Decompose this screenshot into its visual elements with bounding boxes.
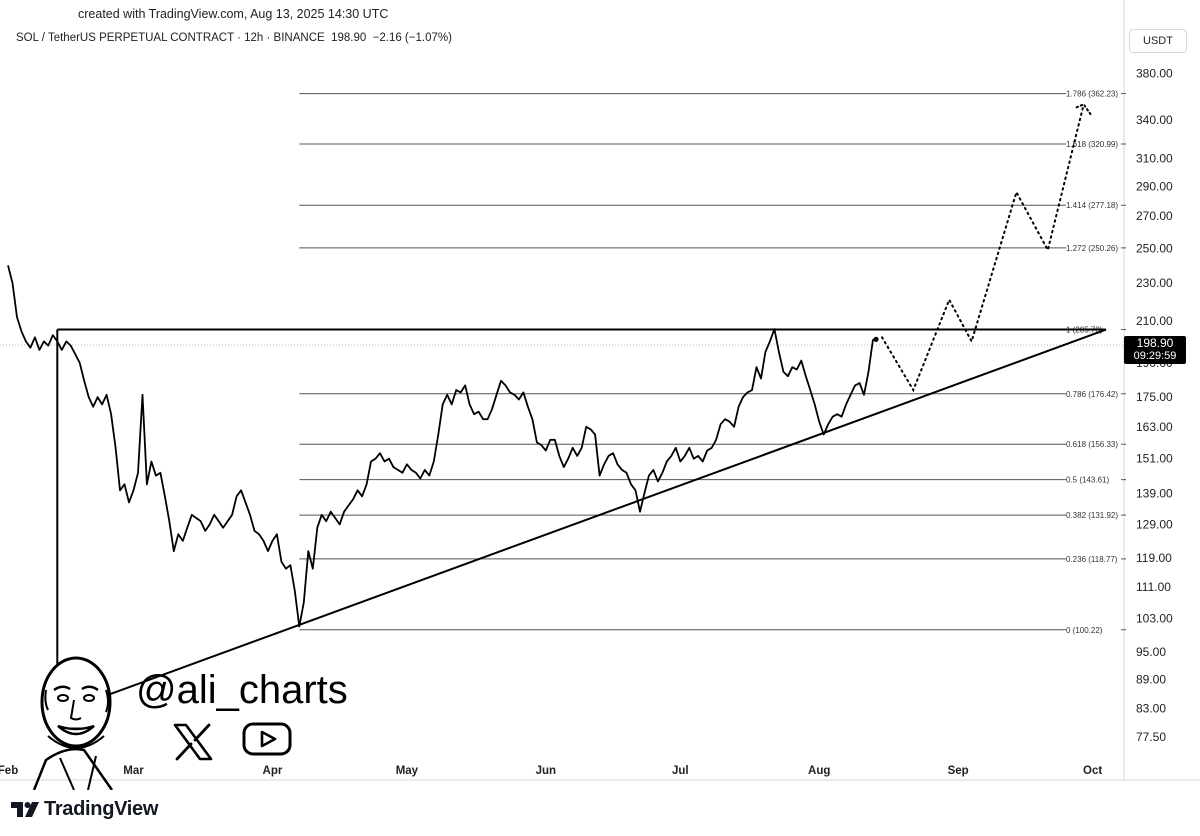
y-tick-label-7: 210.00 — [1136, 314, 1173, 328]
y-tick-label-19: 83.00 — [1136, 701, 1166, 715]
currency-button[interactable]: USDT — [1129, 29, 1187, 53]
last-price-value: 198.90 — [1136, 336, 1174, 350]
fib-level-label-3: 0.5 (143.61) — [1066, 476, 1109, 485]
fib-level-label-0: 0 (100.22) — [1066, 626, 1103, 635]
y-tick-label-4: 270.00 — [1136, 209, 1173, 223]
x-tick-label-0: Feb — [0, 765, 18, 777]
bar-countdown: 09:29:59 — [1133, 350, 1177, 362]
youtube-play-icon — [242, 722, 292, 756]
symbol-title-bar: SOL / TetherUS PERPETUAL CONTRACT · 12h … — [16, 32, 452, 44]
fib-level-label-1: 0.236 (118.77) — [1066, 555, 1118, 564]
y-tick-label-18: 89.00 — [1136, 672, 1166, 686]
y-tick-label-3: 290.00 — [1136, 179, 1173, 193]
last-price-dot — [873, 336, 879, 342]
x-tick-label-3: May — [396, 765, 419, 777]
x-tick-label-6: Aug — [808, 765, 830, 777]
last-price-label: 198.90 09:29:59 — [1124, 336, 1186, 364]
y-tick-label-0: 380.00 — [1136, 67, 1173, 81]
price-series-line — [7, 265, 874, 628]
y-tick-label-9: 175.00 — [1136, 390, 1173, 404]
brand-name: TradingView — [44, 797, 159, 820]
last-price: 198.90 — [331, 32, 367, 44]
ascending-trendline — [56, 328, 1107, 715]
y-tick-label-1: 340.00 — [1136, 113, 1173, 127]
fib-level-label-8: 1.414 (277.18) — [1066, 201, 1118, 210]
y-tick-label-5: 250.00 — [1136, 241, 1173, 255]
y-tick-label-20: 77.50 — [1136, 730, 1166, 744]
price-change: −2.16 (−1.07%) — [372, 32, 452, 44]
x-tick-label-5: Jul — [672, 765, 689, 777]
x-tick-label-7: Sep — [948, 765, 969, 777]
y-tick-label-17: 95.00 — [1136, 645, 1166, 659]
x-tick-label-4: Jun — [536, 765, 556, 777]
created-caption: created with TradingView.com, Aug 13, 20… — [78, 7, 389, 21]
y-tick-label-10: 163.00 — [1136, 420, 1173, 434]
fib-level-label-4: 0.618 (156.33) — [1066, 440, 1118, 449]
x-tick-label-8: Oct — [1083, 765, 1102, 777]
avatar-icon — [32, 656, 114, 790]
y-tick-label-14: 119.00 — [1136, 551, 1172, 565]
x-tick-label-2: Apr — [263, 765, 283, 777]
fib-level-label-7: 1.272 (250.26) — [1066, 244, 1118, 253]
y-tick-label-12: 139.00 — [1136, 486, 1173, 500]
x-tick-label-1: Mar — [123, 765, 144, 777]
fib-level-label-9: 1.618 (320.99) — [1066, 140, 1118, 149]
fib-level-label-10: 1.786 (362.23) — [1066, 90, 1118, 99]
y-tick-label-16: 103.00 — [1136, 611, 1173, 625]
projection-arrowhead — [1075, 103, 1092, 116]
symbol-title: SOL / TetherUS PERPETUAL CONTRACT · 12h … — [16, 32, 325, 44]
y-tick-label-6: 230.00 — [1136, 276, 1173, 290]
y-tick-label-11: 151.00 — [1136, 452, 1173, 466]
projection-path — [881, 103, 1085, 393]
y-tick-label-13: 129.00 — [1136, 517, 1173, 531]
y-tick-label-15: 111.00 — [1136, 580, 1171, 594]
fib-level-label-5: 0.786 (176.42) — [1066, 390, 1118, 399]
tradingview-brand[interactable]: TradingView — [10, 797, 158, 821]
fib-level-label-2: 0.382 (131.92) — [1066, 511, 1118, 520]
x-logo-icon — [173, 723, 213, 761]
watermark-handle: @ali_charts — [136, 668, 348, 712]
y-tick-label-2: 310.00 — [1136, 152, 1173, 166]
tradingview-logo-icon — [11, 802, 39, 817]
